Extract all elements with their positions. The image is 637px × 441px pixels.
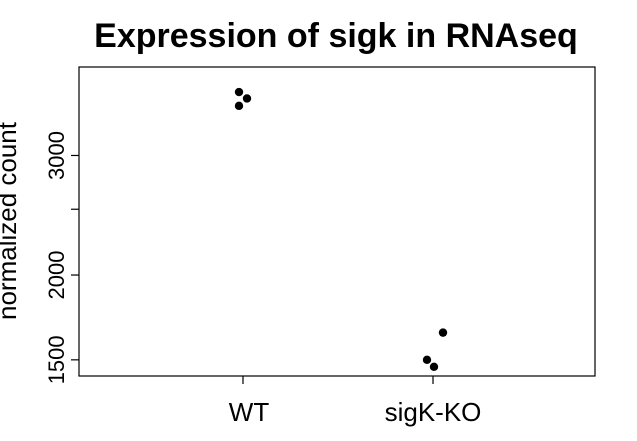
y-axis-label: normalized count <box>0 121 22 320</box>
x-tick-label: sigK-KO <box>385 397 482 427</box>
x-axis: WT sigK-KO <box>229 376 482 427</box>
y-tick-label: 1500 <box>44 335 69 384</box>
data-points <box>234 87 448 372</box>
data-point <box>242 94 252 103</box>
data-point <box>422 355 432 365</box>
data-point <box>429 362 439 372</box>
y-axis: 1500 2000 3000 <box>44 131 79 384</box>
data-point <box>234 87 244 97</box>
y-tick-label: 3000 <box>44 131 69 180</box>
plot-frame <box>78 66 596 377</box>
y-tick-label: 2000 <box>44 251 69 300</box>
data-point <box>234 101 244 111</box>
chart-title: Expression of sigk in RNAseq <box>94 17 578 55</box>
data-point <box>438 328 448 337</box>
x-tick-label: WT <box>229 397 270 427</box>
